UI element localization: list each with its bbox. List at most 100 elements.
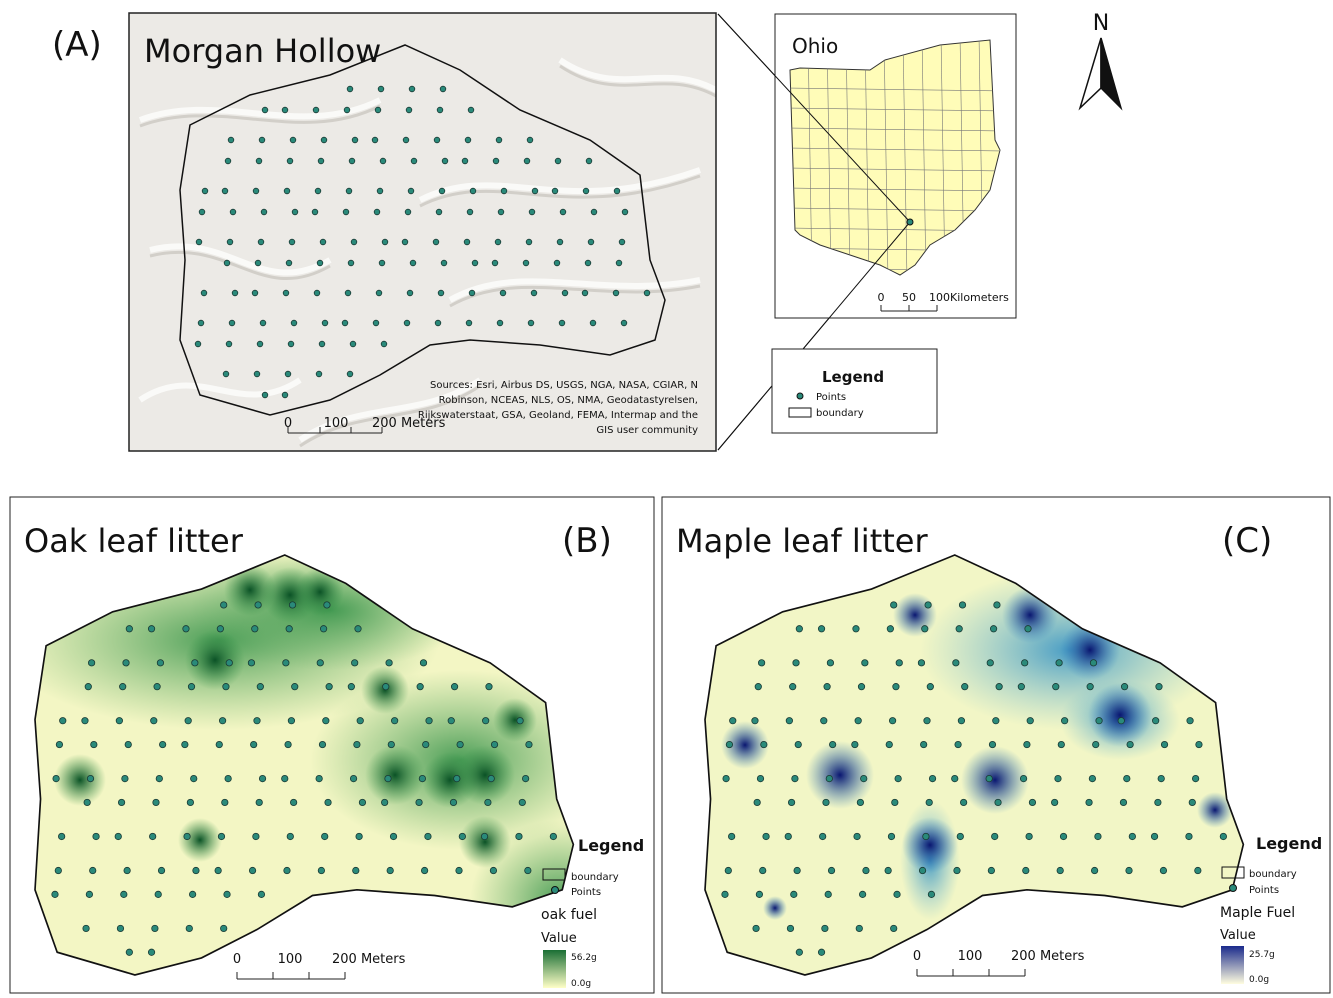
- sample-point: [793, 660, 799, 666]
- sample-point: [377, 188, 383, 194]
- sample-point: [1089, 775, 1095, 781]
- sample-point: [824, 683, 830, 689]
- sample-point: [448, 718, 454, 724]
- sample-point: [388, 741, 394, 747]
- sample-point: [261, 209, 267, 215]
- sample-point: [852, 741, 858, 747]
- sample-point: [926, 799, 932, 805]
- sample-point: [357, 718, 363, 724]
- sample-point: [786, 718, 792, 724]
- sample-point: [887, 626, 893, 632]
- sample-point: [792, 775, 798, 781]
- sample-point: [923, 833, 929, 839]
- sample-point: [1196, 741, 1202, 747]
- sample-point: [955, 741, 961, 747]
- sample-point: [722, 891, 728, 897]
- sample-point: [787, 925, 793, 931]
- sample-point: [1055, 775, 1061, 781]
- legend-title: Legend: [578, 836, 644, 855]
- sample-point: [291, 320, 297, 326]
- sample-point: [1095, 833, 1101, 839]
- sample-point: [755, 683, 761, 689]
- ramp-low: 0.0g: [1249, 975, 1269, 985]
- sample-point: [1090, 660, 1096, 666]
- sample-point: [885, 867, 891, 873]
- sample-point: [492, 260, 498, 266]
- sample-point: [347, 86, 353, 92]
- sample-point: [374, 209, 380, 215]
- sample-point: [828, 867, 834, 873]
- sample-point: [193, 867, 199, 873]
- sample-point: [433, 239, 439, 245]
- sample-point: [151, 718, 157, 724]
- panel-label: (B): [562, 521, 612, 561]
- sample-point: [1129, 833, 1135, 839]
- sample-point: [466, 320, 472, 326]
- sample-point: [856, 925, 862, 931]
- sample-point: [588, 239, 594, 245]
- sample-point: [217, 626, 223, 632]
- sample-point: [410, 260, 416, 266]
- sample-point: [456, 867, 462, 873]
- sample-point: [290, 799, 296, 805]
- sample-point: [289, 602, 295, 608]
- sample-point: [149, 833, 155, 839]
- sample-point: [616, 260, 622, 266]
- sample-point: [192, 660, 198, 666]
- sample-point: [1087, 683, 1093, 689]
- sample-point: [229, 320, 235, 326]
- sample-point: [454, 775, 460, 781]
- sample-point: [221, 925, 227, 931]
- sample-point: [823, 799, 829, 805]
- sample-point: [53, 775, 59, 781]
- sample-point: [378, 86, 384, 92]
- sample-point: [347, 371, 353, 377]
- sample-point: [438, 290, 444, 296]
- sample-point: [519, 799, 525, 805]
- scale-label: 100: [958, 949, 983, 964]
- legend-symbol: [552, 887, 559, 894]
- sample-point: [756, 891, 762, 897]
- sample-point: [855, 718, 861, 724]
- sample-point: [554, 260, 560, 266]
- sample-point: [123, 660, 129, 666]
- sample-point: [1056, 660, 1062, 666]
- sample-point: [317, 660, 323, 666]
- sample-point: [288, 718, 294, 724]
- sample-point: [313, 107, 319, 113]
- sample-point: [622, 209, 628, 215]
- sample-point: [928, 891, 934, 897]
- sample-point: [346, 188, 352, 194]
- sample-point: [191, 775, 197, 781]
- sample-point: [343, 209, 349, 215]
- sample-point: [464, 239, 470, 245]
- sample-point: [87, 775, 93, 781]
- sample-point: [960, 799, 966, 805]
- sample-point: [470, 188, 476, 194]
- sample-point: [752, 718, 758, 724]
- sample-point: [500, 290, 506, 296]
- sample-point: [407, 290, 413, 296]
- sample-point: [259, 775, 265, 781]
- sample-point: [1053, 683, 1059, 689]
- panel-title: Morgan Hollow: [144, 32, 381, 70]
- scale-label: 50: [902, 291, 916, 304]
- sample-point: [644, 290, 650, 296]
- sample-point: [886, 741, 892, 747]
- sample-point: [219, 718, 225, 724]
- sample-point: [426, 718, 432, 724]
- sample-point: [326, 683, 332, 689]
- sample-point: [312, 209, 318, 215]
- sample-point: [1096, 718, 1102, 724]
- sample-point: [260, 320, 266, 326]
- sample-point: [382, 239, 388, 245]
- sample-point: [517, 718, 523, 724]
- scale-label: 100: [278, 952, 303, 967]
- sample-point: [469, 290, 475, 296]
- sample-point: [953, 660, 959, 666]
- sample-point: [1124, 775, 1130, 781]
- sample-point: [356, 833, 362, 839]
- sample-point: [457, 741, 463, 747]
- sample-point: [157, 660, 163, 666]
- sample-point: [827, 660, 833, 666]
